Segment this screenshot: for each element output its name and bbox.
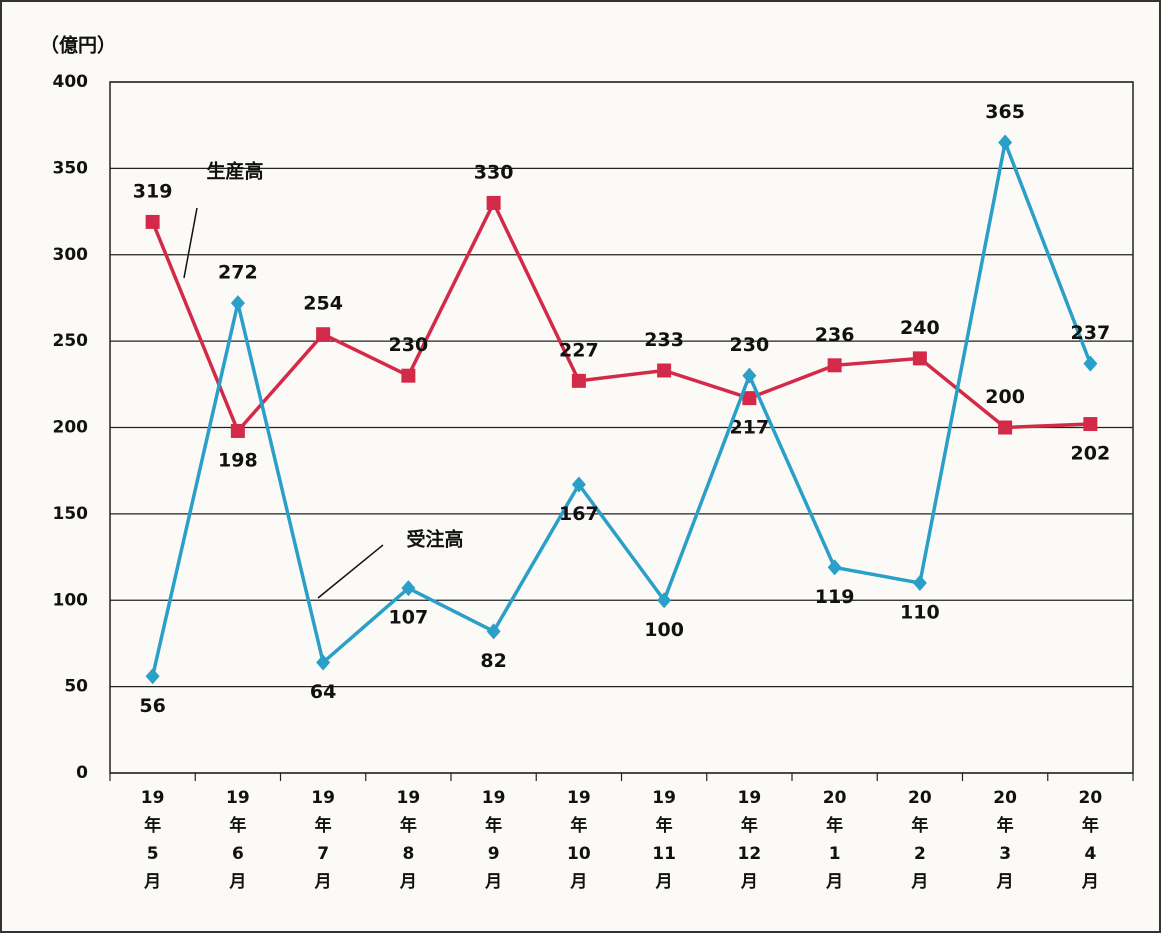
data-label: 56	[139, 695, 165, 717]
x-tick-label: 19 年 12 月	[738, 788, 762, 892]
y-tick-label: 350	[53, 158, 89, 178]
x-tick-label: 19 年 9 月	[482, 788, 506, 892]
point-marker	[912, 574, 927, 591]
y-tick-label: 0	[76, 763, 88, 783]
point-marker	[912, 351, 927, 366]
data-label: 217	[730, 417, 770, 439]
point-marker	[230, 423, 245, 438]
point-marker	[657, 592, 672, 609]
point-marker	[998, 134, 1013, 151]
series-name: 生産高	[206, 160, 263, 183]
data-label: 202	[1071, 443, 1111, 465]
point-marker	[571, 476, 586, 493]
x-tick-label: 19 年 7 月	[311, 788, 335, 892]
point-marker	[486, 195, 501, 210]
point-marker	[230, 295, 245, 312]
data-label: 240	[900, 317, 940, 339]
point-marker	[1083, 417, 1098, 432]
data-label: 64	[310, 681, 336, 703]
point-marker	[486, 623, 501, 640]
data-label: 236	[815, 324, 855, 346]
point-marker	[742, 391, 757, 406]
series-line	[151, 198, 1091, 435]
point-marker	[145, 668, 160, 685]
data-label: 119	[815, 586, 855, 608]
data-label: 230	[389, 334, 429, 356]
data-label: 200	[985, 386, 1025, 408]
y-tick-label: 100	[53, 590, 89, 610]
point-marker	[571, 373, 586, 388]
series-name-leader	[317, 544, 384, 599]
point-marker	[145, 214, 160, 229]
data-label: 272	[218, 262, 258, 284]
x-tick-label: 19 年 5 月	[141, 788, 165, 892]
data-label: 167	[559, 503, 599, 525]
data-label: 330	[474, 161, 514, 183]
point-marker	[742, 367, 757, 384]
point-marker	[401, 368, 416, 383]
x-tick-label: 19 年 6 月	[226, 788, 250, 892]
point-marker	[316, 327, 331, 342]
x-tick-label: 20 年 2 月	[908, 788, 932, 892]
x-tick-label: 20 年 3 月	[993, 788, 1017, 892]
y-tick-label: 300	[53, 245, 89, 265]
x-tick-label: 19 年 8 月	[397, 788, 421, 892]
y-axis-unit: （億円）	[40, 34, 116, 57]
series-name-leader	[183, 207, 198, 279]
y-tick-label: 200	[53, 418, 89, 438]
x-tick-label: 19 年 11 月	[652, 788, 676, 892]
y-tick-label: 400	[53, 72, 89, 92]
data-label: 237	[1071, 322, 1111, 344]
y-tick-label: 250	[53, 331, 89, 351]
point-marker	[827, 559, 842, 576]
point-marker	[998, 420, 1013, 435]
series-name: 受注高	[406, 528, 463, 551]
data-label: 227	[559, 339, 599, 361]
point-marker	[827, 358, 842, 373]
x-tick-label: 19 年 10 月	[567, 788, 591, 892]
data-label: 107	[389, 607, 429, 629]
data-label: 82	[480, 650, 506, 672]
data-label: 254	[303, 293, 343, 315]
data-label: 365	[985, 101, 1025, 123]
point-marker	[401, 580, 416, 597]
x-tick-label: 20 年 1 月	[823, 788, 847, 892]
data-label: 198	[218, 449, 258, 471]
x-tick-label: 20 年 4 月	[1079, 788, 1103, 892]
data-label: 319	[133, 180, 173, 202]
point-marker	[316, 654, 331, 671]
y-tick-label: 150	[53, 504, 89, 524]
series-line	[150, 136, 1093, 677]
data-label: 100	[644, 619, 684, 641]
point-marker	[657, 363, 672, 378]
data-label: 233	[644, 329, 684, 351]
data-label: 110	[900, 601, 940, 623]
y-tick-label: 50	[64, 677, 88, 697]
point-marker	[1083, 355, 1098, 372]
data-label: 230	[730, 334, 770, 356]
